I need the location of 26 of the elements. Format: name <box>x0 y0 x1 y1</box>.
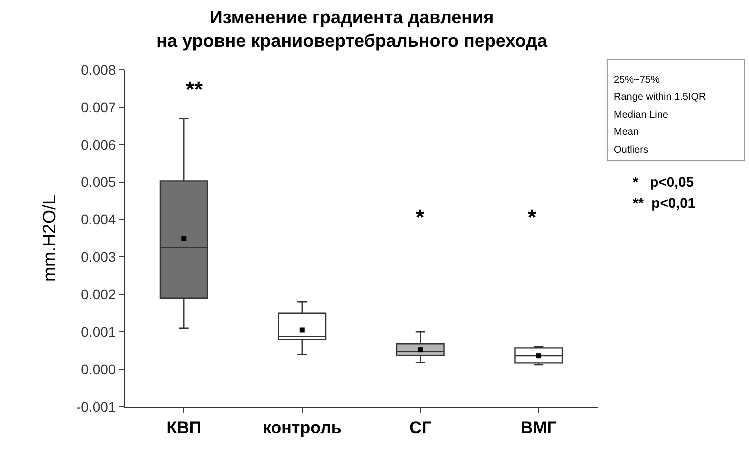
text: Mean <box>614 127 640 138</box>
x-tick-label: СГ <box>410 418 432 438</box>
annotation: * <box>416 205 425 230</box>
y-tick-label: 0.005 <box>81 174 116 190</box>
text: Range within 1.5IQR <box>614 92 706 103</box>
y-tick-label: -0.001 <box>76 398 116 415</box>
x-tick-label: контроль <box>262 418 342 438</box>
text: * p<0,05 <box>633 174 694 190</box>
y-tick-label: 0.001 <box>81 324 116 340</box>
x-tick-label: КВП <box>166 418 202 438</box>
y-tick-label: 0.008 <box>81 62 116 78</box>
text: Median Line <box>614 110 669 121</box>
text: 25%~75% <box>614 75 660 86</box>
y-tick-label: 0.003 <box>81 249 116 266</box>
x-tick-label: ВМГ <box>520 418 558 438</box>
y-tick-label: 0.004 <box>81 212 116 228</box>
y-tick-label: 0.002 <box>81 286 116 303</box>
y-tick-label: 0.007 <box>81 99 116 116</box>
y-tick-label: 0.000 <box>81 361 116 378</box>
chart-title: Изменение градиента давления на уровне краниовертебрального перехода <box>156 7 548 51</box>
text: ** p<0,01 <box>633 195 696 211</box>
annotation: ** <box>186 77 204 102</box>
annotation: * <box>528 205 537 230</box>
text: Outliers <box>614 145 648 156</box>
y-axis-title: mm.H2O/L <box>40 194 60 282</box>
y-tick-label: 0.006 <box>81 136 116 153</box>
